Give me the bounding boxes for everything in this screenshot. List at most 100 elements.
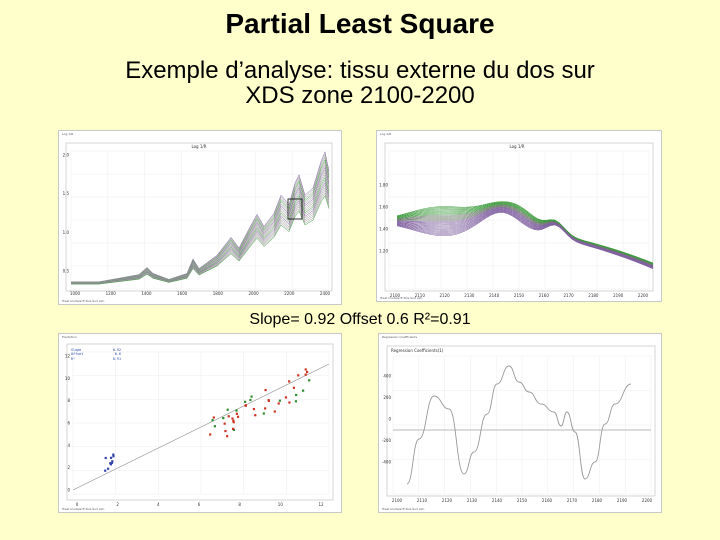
x-tick-label: 2150: [514, 293, 525, 298]
scatter-point: [254, 414, 257, 417]
x-tick-label: 2000: [248, 291, 259, 296]
spectrum-line: [71, 156, 330, 283]
x-tick-label: 2110: [415, 293, 426, 298]
scatter-point: [277, 402, 280, 405]
scatter-point: [308, 379, 311, 382]
scatter-point: [250, 395, 253, 398]
prediction-scatter-plot: 12 10 8 6 4 2 0 0 2 4 6 8 10 12: [65, 343, 334, 507]
spectrum-line: [71, 184, 330, 284]
x-tick-label: 2130: [464, 293, 475, 298]
spectra-zoom-window-title: Log 1/R: [380, 132, 392, 136]
stat-value: 0.92: [112, 348, 121, 352]
regression-coefficients-plot: Regression Coefficients(1) 400 200 0 -200 -4…: [382, 345, 656, 503]
scatter-point: [223, 422, 226, 425]
x-tick-label: 1200: [106, 291, 117, 296]
regression-caption: Slope= 0.92 Offset 0.6 R²=0.91: [249, 311, 471, 328]
spectrum-line: [71, 174, 330, 284]
slide-title: Partial Least Square: [225, 8, 495, 39]
x-tick-label: 1600: [177, 291, 188, 296]
scatter-point: [267, 399, 270, 402]
stat-label: Offset: [71, 352, 84, 357]
stat-value: 0.91: [112, 356, 121, 361]
scatter-point: [109, 456, 113, 459]
scatter-point: [211, 419, 214, 422]
x-tick-label: 2160: [539, 293, 550, 298]
spectra-full-window[interactable]: Log 1/R 2.0 1.5 1.0 0.5 1000 1200 1400 1600 180…: [58, 130, 342, 305]
x-tick-label: 2200: [638, 293, 649, 298]
scatter-point: [231, 427, 235, 430]
regression-window-title: Regression Coefficients: [382, 335, 418, 339]
spectra-zoom-footer: Treat modele ft Dos Sud ext.: [380, 296, 423, 300]
y-tick-label: 10: [65, 376, 71, 381]
scatter-point: [249, 398, 252, 402]
scatter-point: [244, 404, 247, 407]
subtitle-line-1: Exemple d’analyse: tissu externe du dos …: [125, 57, 595, 84]
scatter-point: [224, 429, 227, 433]
scatter-point: [288, 380, 291, 383]
y-tick-label: 1.80: [379, 183, 388, 188]
scatter-point: [305, 370, 309, 374]
spectrum-line: [396, 212, 654, 270]
x-tick-label: 8: [238, 502, 241, 507]
stat-label: Slope: [71, 348, 82, 352]
y-tick-label: -400: [382, 460, 392, 465]
scatter-point: [302, 389, 305, 392]
spectrum-line: [71, 163, 330, 283]
spectra-full-plot-title: Log 1/R: [191, 144, 206, 149]
zoom-region-box: [287, 198, 303, 220]
scatter-point: [244, 400, 247, 403]
x-tick-label: 2200: [284, 291, 295, 296]
x-tick-label: 2140: [492, 498, 503, 503]
y-tick-label: 1.5: [63, 191, 70, 196]
prediction-footer: Treat modele ft Dos Sud ext.: [62, 507, 105, 511]
spectra-zoom-window[interactable]: Log 1/R 1.80 1.60 1.40 1.20 2100 2110 2120 213…: [376, 130, 662, 302]
scatter-point: [262, 412, 265, 415]
x-tick-label: 2130: [467, 498, 478, 503]
spectrum-line: [71, 161, 330, 283]
prediction-window[interactable]: 12 10 8 6 4 2 0 0 2 4 6 8 10 12 Slope 0.92 Offset 0.6 …: [58, 333, 342, 513]
spectrum-line: [71, 158, 330, 283]
spectrum-line: [71, 176, 330, 284]
x-tick-label: 2120: [440, 293, 451, 298]
y-tick-label: 2: [67, 465, 70, 470]
x-tick-label: 0: [76, 502, 79, 507]
spectrum-line: [71, 179, 330, 284]
x-tick-label: 2190: [613, 293, 624, 298]
scatter-point: [288, 401, 291, 404]
stat-label: R²: [71, 356, 76, 361]
y-tick-label: 1.60: [379, 205, 388, 210]
x-tick-label: 2200: [642, 498, 653, 503]
x-tick-label: 6: [198, 502, 201, 507]
scatter-point: [304, 368, 307, 371]
spectra-zoom-plot: Log 1/R 1.80 1.60 1.40 1.20 2100 2110 2120 213…: [379, 142, 654, 298]
x-tick-label: 2400: [320, 291, 331, 296]
scatter-point: [226, 408, 229, 411]
scatter-point: [297, 374, 300, 377]
x-tick-label: 2180: [592, 498, 603, 503]
x-tick-label: 2160: [542, 498, 553, 503]
y-tick-label: 0: [388, 417, 391, 422]
y-tick-label: 0.5: [63, 269, 70, 274]
coefficient-curve: [406, 365, 632, 485]
y-tick-label: 2.0: [63, 153, 70, 158]
spectrum-line: [71, 189, 330, 285]
x-tick-label: 2110: [417, 498, 428, 503]
y-tick-label: -200: [382, 438, 392, 443]
spectra-full-window-title: Log 1/R: [62, 132, 74, 136]
y-tick-label: 1.20: [379, 249, 388, 254]
scatter-point: [294, 400, 298, 403]
scatter-point: [112, 453, 115, 456]
y-tick-label: 12: [65, 354, 71, 359]
x-tick-label: 1800: [213, 291, 224, 296]
y-tick-label: 4: [67, 443, 70, 448]
scatter-point: [231, 417, 234, 420]
scatter-point: [232, 421, 235, 424]
regression-coefficients-window[interactable]: Regression Coefficients(1) 400 200 0 -200 -4…: [378, 333, 662, 513]
y-tick-label: 1.0: [63, 230, 70, 235]
x-tick-label: 2170: [567, 498, 578, 503]
spectrum-line: [71, 169, 330, 283]
x-tick-label: 10: [278, 502, 284, 507]
scatter-point: [112, 455, 115, 458]
regression-line: [72, 363, 330, 491]
regression-stats-box: Slope 0.92 Offset 0.6 R² 0.91: [71, 348, 121, 361]
